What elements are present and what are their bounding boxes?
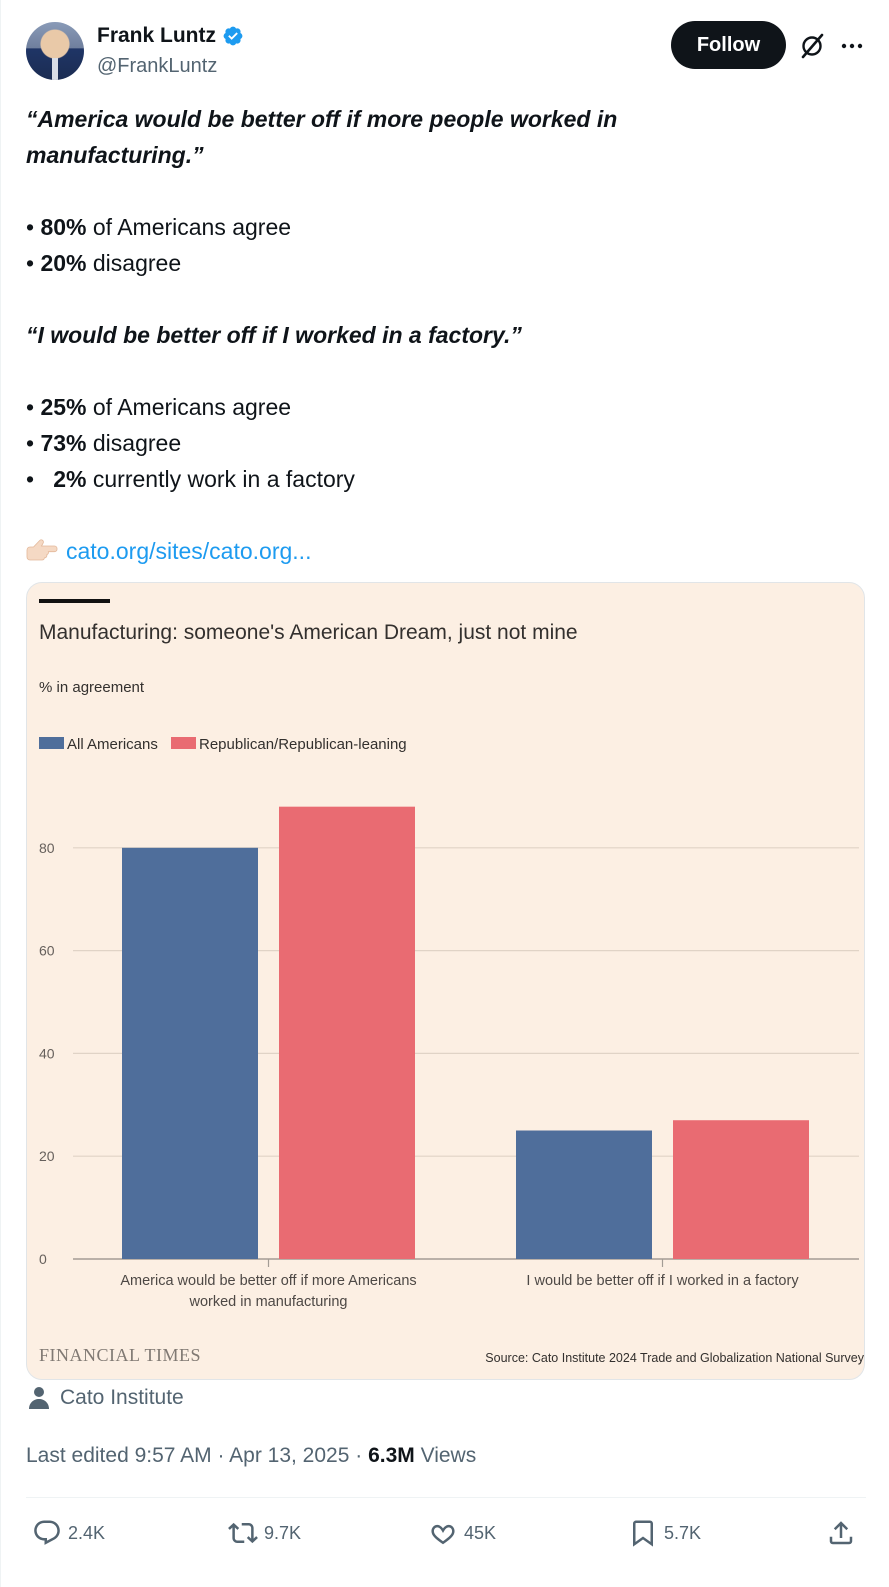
quote-2: “I would be better off if I worked in a … xyxy=(26,322,522,348)
author-name[interactable]: Frank Luntz xyxy=(97,24,216,47)
stat-line: • 25% of Americans agree xyxy=(26,394,292,420)
reply-count: 2.4K xyxy=(68,1522,106,1543)
attribution-label: Cato Institute xyxy=(60,1386,184,1409)
article-link[interactable]: cato.org/sites/cato.org... xyxy=(66,538,312,564)
chart-title: Manufacturing: someone's American Dream,… xyxy=(39,621,578,644)
like-count: 45K xyxy=(464,1522,497,1543)
x-category-label: worked in manufacturing xyxy=(189,1294,348,1310)
y-tick-label: 80 xyxy=(39,840,55,856)
ft-title-bar xyxy=(39,599,110,603)
author-handle[interactable]: @FrankLuntz xyxy=(97,55,218,77)
quote-1-continued: manufacturing.” xyxy=(26,142,204,168)
stat-line: • 20% disagree xyxy=(26,250,182,276)
legend-label: Republican/Republican-leaning xyxy=(199,736,407,753)
repost-count: 9.7K xyxy=(264,1522,302,1543)
heart-icon xyxy=(431,1524,455,1545)
stat-line: • 2% currently work in a factory xyxy=(26,466,355,492)
author-name-row[interactable]: Frank Luntz xyxy=(97,24,244,48)
reply-icon xyxy=(34,1520,60,1545)
person-icon xyxy=(29,1387,49,1409)
chart-x-labels: America would be better off if more Amer… xyxy=(120,1273,799,1310)
bookmark-icon xyxy=(633,1520,653,1547)
grok-icon[interactable] xyxy=(798,32,826,60)
y-tick-label: 40 xyxy=(39,1045,55,1061)
repost-button[interactable]: 9.7K xyxy=(228,1514,301,1552)
share-button[interactable] xyxy=(826,1514,856,1552)
more-options-icon[interactable] xyxy=(838,32,866,60)
bar xyxy=(516,1130,652,1259)
x-category-label: I would be better off if I worked in a f… xyxy=(526,1273,799,1289)
avatar[interactable] xyxy=(26,22,84,80)
y-tick-label: 60 xyxy=(39,943,55,959)
x-category-label: America would be better off if more Amer… xyxy=(120,1273,416,1289)
views-label: Views xyxy=(414,1444,477,1467)
bar xyxy=(122,847,258,1259)
image-attribution[interactable]: Cato Institute xyxy=(28,1386,184,1410)
bar xyxy=(279,806,415,1259)
legend-swatch xyxy=(39,737,64,749)
bar xyxy=(673,1120,809,1259)
stat-line: • 73% disagree xyxy=(26,430,182,456)
chart-card[interactable]: Manufacturing: someone's American Dream,… xyxy=(26,582,865,1380)
like-button[interactable]: 45K xyxy=(428,1514,496,1552)
tweet-text: “America would be better off if more peo… xyxy=(26,101,866,569)
bar-chart: Manufacturing: someone's American Dream,… xyxy=(39,599,864,1365)
chart-source: Source: Cato Institute 2024 Trade and Gl… xyxy=(485,1351,864,1365)
repost-icon xyxy=(228,1522,258,1544)
chart-bars xyxy=(122,806,809,1267)
bookmark-count: 5.7K xyxy=(664,1522,702,1543)
y-tick-label: 0 xyxy=(39,1251,47,1267)
y-tick-label: 20 xyxy=(39,1148,55,1164)
quote-1: “America would be better off if more peo… xyxy=(26,106,618,132)
chart-subtitle: % in agreement xyxy=(39,679,145,696)
bookmark-button[interactable]: 5.7K xyxy=(628,1514,701,1552)
share-icon xyxy=(829,1521,853,1545)
action-bar: 2.4K 9.7K 45K 5.7K xyxy=(0,1514,889,1554)
follow-button[interactable]: Follow xyxy=(671,21,786,69)
verified-badge-icon xyxy=(223,26,243,46)
edited-timestamp[interactable]: Last edited 9:57 AM · Apr 13, 2025 · xyxy=(26,1444,369,1467)
divider xyxy=(26,1497,866,1498)
views-count: 6.3M xyxy=(368,1444,415,1467)
tweet-meta: Last edited 9:57 AM · Apr 13, 2025 · 6.3… xyxy=(26,1444,476,1468)
pointing-hand-icon xyxy=(26,539,58,561)
stat-line: • 80% of Americans agree xyxy=(26,214,292,240)
ft-brand: FINANCIAL TIMES xyxy=(39,1345,201,1365)
legend-label: All Americans xyxy=(67,736,158,753)
legend-swatch xyxy=(171,737,196,749)
reply-button[interactable]: 2.4K xyxy=(32,1514,105,1552)
chart-legend: All Americans Republican/Republican-leani… xyxy=(39,736,407,753)
link-line: cato.org/sites/cato.org... xyxy=(26,533,866,569)
